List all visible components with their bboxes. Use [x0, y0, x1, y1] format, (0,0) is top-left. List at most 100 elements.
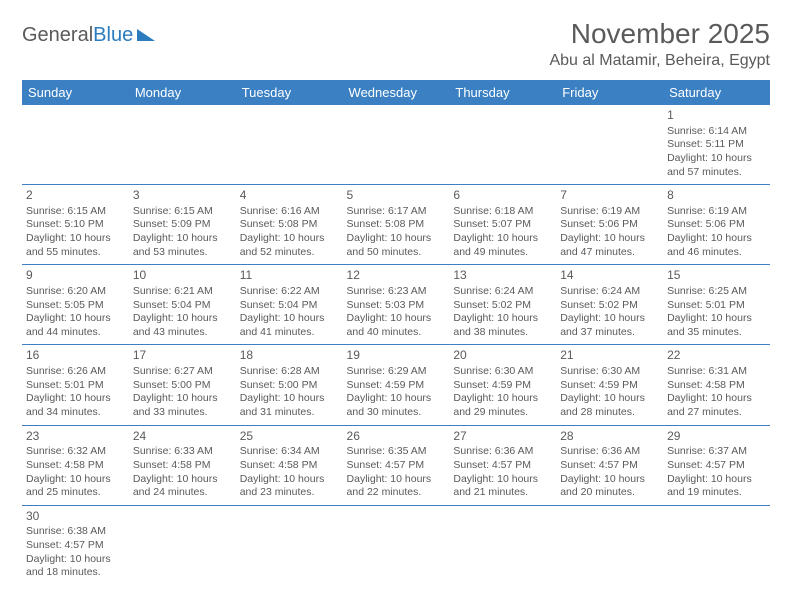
daylight-line: Daylight: 10 hours and 46 minutes. — [667, 232, 766, 259]
sunset-line: Sunset: 4:57 PM — [347, 459, 446, 473]
calendar-cell: 23Sunrise: 6:32 AMSunset: 4:58 PMDayligh… — [22, 425, 129, 505]
calendar-cell: 4Sunrise: 6:16 AMSunset: 5:08 PMDaylight… — [236, 185, 343, 265]
day-number: 5 — [347, 188, 446, 204]
sunset-line: Sunset: 5:07 PM — [453, 218, 552, 232]
calendar-row: 23Sunrise: 6:32 AMSunset: 4:58 PMDayligh… — [22, 425, 770, 505]
daylight-line: Daylight: 10 hours and 50 minutes. — [347, 232, 446, 259]
sunrise-line: Sunrise: 6:19 AM — [667, 205, 766, 219]
sunset-line: Sunset: 5:02 PM — [453, 299, 552, 313]
calendar-cell — [556, 105, 663, 185]
daylight-line: Daylight: 10 hours and 57 minutes. — [667, 152, 766, 179]
calendar-cell: 20Sunrise: 6:30 AMSunset: 4:59 PMDayligh… — [449, 345, 556, 425]
day-number: 19 — [347, 348, 446, 364]
daylight-line: Daylight: 10 hours and 20 minutes. — [560, 473, 659, 500]
daylight-line: Daylight: 10 hours and 53 minutes. — [133, 232, 232, 259]
sunset-line: Sunset: 4:57 PM — [453, 459, 552, 473]
daylight-line: Daylight: 10 hours and 31 minutes. — [240, 392, 339, 419]
calendar-cell — [343, 505, 450, 585]
calendar-body: 1Sunrise: 6:14 AMSunset: 5:11 PMDaylight… — [22, 105, 770, 585]
calendar-cell — [236, 105, 343, 185]
daylight-line: Daylight: 10 hours and 40 minutes. — [347, 312, 446, 339]
sunset-line: Sunset: 4:57 PM — [26, 539, 125, 553]
day-header: Wednesday — [343, 80, 450, 105]
calendar-cell: 9Sunrise: 6:20 AMSunset: 5:05 PMDaylight… — [22, 265, 129, 345]
sunrise-line: Sunrise: 6:15 AM — [133, 205, 232, 219]
calendar-row: 30Sunrise: 6:38 AMSunset: 4:57 PMDayligh… — [22, 505, 770, 585]
daylight-line: Daylight: 10 hours and 22 minutes. — [347, 473, 446, 500]
calendar-cell: 1Sunrise: 6:14 AMSunset: 5:11 PMDaylight… — [663, 105, 770, 185]
daylight-line: Daylight: 10 hours and 49 minutes. — [453, 232, 552, 259]
calendar-row: 16Sunrise: 6:26 AMSunset: 5:01 PMDayligh… — [22, 345, 770, 425]
calendar-cell: 21Sunrise: 6:30 AMSunset: 4:59 PMDayligh… — [556, 345, 663, 425]
month-title: November 2025 — [549, 18, 770, 50]
daylight-line: Daylight: 10 hours and 25 minutes. — [26, 473, 125, 500]
calendar-cell: 29Sunrise: 6:37 AMSunset: 4:57 PMDayligh… — [663, 425, 770, 505]
calendar-cell: 18Sunrise: 6:28 AMSunset: 5:00 PMDayligh… — [236, 345, 343, 425]
day-number: 22 — [667, 348, 766, 364]
daylight-line: Daylight: 10 hours and 44 minutes. — [26, 312, 125, 339]
daylight-line: Daylight: 10 hours and 18 minutes. — [26, 553, 125, 580]
daylight-line: Daylight: 10 hours and 19 minutes. — [667, 473, 766, 500]
sunrise-line: Sunrise: 6:18 AM — [453, 205, 552, 219]
day-number: 6 — [453, 188, 552, 204]
sunrise-line: Sunrise: 6:16 AM — [240, 205, 339, 219]
daylight-line: Daylight: 10 hours and 23 minutes. — [240, 473, 339, 500]
daylight-line: Daylight: 10 hours and 30 minutes. — [347, 392, 446, 419]
calendar-cell: 13Sunrise: 6:24 AMSunset: 5:02 PMDayligh… — [449, 265, 556, 345]
day-number: 21 — [560, 348, 659, 364]
sunrise-line: Sunrise: 6:38 AM — [26, 525, 125, 539]
sunset-line: Sunset: 5:01 PM — [26, 379, 125, 393]
sunset-line: Sunset: 4:58 PM — [240, 459, 339, 473]
sunset-line: Sunset: 5:04 PM — [133, 299, 232, 313]
sunset-line: Sunset: 5:00 PM — [240, 379, 339, 393]
sunrise-line: Sunrise: 6:26 AM — [26, 365, 125, 379]
calendar-cell — [556, 505, 663, 585]
day-header-row: SundayMondayTuesdayWednesdayThursdayFrid… — [22, 80, 770, 105]
sunrise-line: Sunrise: 6:34 AM — [240, 445, 339, 459]
sunset-line: Sunset: 5:06 PM — [560, 218, 659, 232]
sunrise-line: Sunrise: 6:30 AM — [453, 365, 552, 379]
day-number: 7 — [560, 188, 659, 204]
sunrise-line: Sunrise: 6:37 AM — [667, 445, 766, 459]
sunset-line: Sunset: 4:59 PM — [453, 379, 552, 393]
day-number: 13 — [453, 268, 552, 284]
day-header: Sunday — [22, 80, 129, 105]
calendar-head: SundayMondayTuesdayWednesdayThursdayFrid… — [22, 80, 770, 105]
calendar-cell: 3Sunrise: 6:15 AMSunset: 5:09 PMDaylight… — [129, 185, 236, 265]
title-block: November 2025 Abu al Matamir, Beheira, E… — [549, 18, 770, 70]
flag-icon — [137, 29, 155, 41]
sunset-line: Sunset: 4:59 PM — [560, 379, 659, 393]
day-number: 18 — [240, 348, 339, 364]
daylight-line: Daylight: 10 hours and 21 minutes. — [453, 473, 552, 500]
calendar-cell: 14Sunrise: 6:24 AMSunset: 5:02 PMDayligh… — [556, 265, 663, 345]
sunrise-line: Sunrise: 6:19 AM — [560, 205, 659, 219]
sunset-line: Sunset: 5:11 PM — [667, 138, 766, 152]
calendar-cell — [236, 505, 343, 585]
calendar-row: 1Sunrise: 6:14 AMSunset: 5:11 PMDaylight… — [22, 105, 770, 185]
day-number: 29 — [667, 429, 766, 445]
daylight-line: Daylight: 10 hours and 34 minutes. — [26, 392, 125, 419]
day-header: Saturday — [663, 80, 770, 105]
calendar-cell: 12Sunrise: 6:23 AMSunset: 5:03 PMDayligh… — [343, 265, 450, 345]
day-number: 11 — [240, 268, 339, 284]
calendar-table: SundayMondayTuesdayWednesdayThursdayFrid… — [22, 80, 770, 585]
day-number: 17 — [133, 348, 232, 364]
sunset-line: Sunset: 5:00 PM — [133, 379, 232, 393]
calendar-cell: 19Sunrise: 6:29 AMSunset: 4:59 PMDayligh… — [343, 345, 450, 425]
calendar-cell — [663, 505, 770, 585]
sunrise-line: Sunrise: 6:15 AM — [26, 205, 125, 219]
day-number: 24 — [133, 429, 232, 445]
logo-text-a: General — [22, 24, 93, 46]
calendar-cell: 27Sunrise: 6:36 AMSunset: 4:57 PMDayligh… — [449, 425, 556, 505]
daylight-line: Daylight: 10 hours and 38 minutes. — [453, 312, 552, 339]
day-number: 3 — [133, 188, 232, 204]
sunrise-line: Sunrise: 6:22 AM — [240, 285, 339, 299]
daylight-line: Daylight: 10 hours and 37 minutes. — [560, 312, 659, 339]
calendar-cell: 11Sunrise: 6:22 AMSunset: 5:04 PMDayligh… — [236, 265, 343, 345]
calendar-cell: 17Sunrise: 6:27 AMSunset: 5:00 PMDayligh… — [129, 345, 236, 425]
day-number: 9 — [26, 268, 125, 284]
calendar-cell: 28Sunrise: 6:36 AMSunset: 4:57 PMDayligh… — [556, 425, 663, 505]
calendar-cell — [129, 105, 236, 185]
sunset-line: Sunset: 5:08 PM — [240, 218, 339, 232]
calendar-cell: 16Sunrise: 6:26 AMSunset: 5:01 PMDayligh… — [22, 345, 129, 425]
